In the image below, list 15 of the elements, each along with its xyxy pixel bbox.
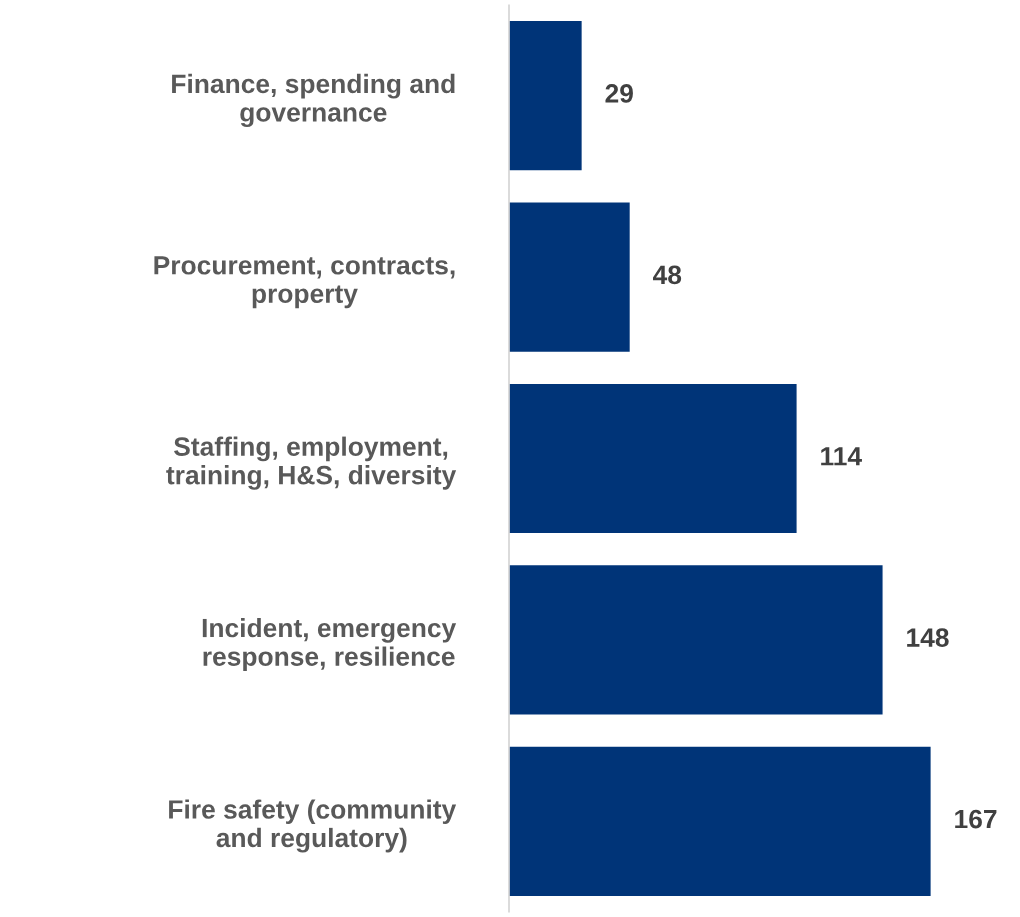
- bar: [509, 19, 584, 172]
- bar: [509, 382, 798, 535]
- bar: [509, 563, 884, 716]
- y-tick-label: Staffing, employment, training, H&S, diversity: [166, 436, 457, 490]
- y-tick-label: Finance, spending and governance: [172, 73, 455, 128]
- y-tick-label: Incident, emergency response, resilience: [202, 617, 457, 672]
- y-tick-label: Procurement, contracts, property: [154, 256, 455, 309]
- bar: [509, 745, 933, 898]
- data-label: 148: [907, 628, 949, 647]
- data-label: 48: [653, 265, 682, 285]
- data-label: 167: [955, 809, 997, 829]
- data-label: 29: [605, 84, 633, 103]
- data-label: 114: [821, 447, 862, 466]
- y-tick-label: Fire safety (community and regulatory): [169, 799, 457, 853]
- bar: [509, 201, 632, 354]
